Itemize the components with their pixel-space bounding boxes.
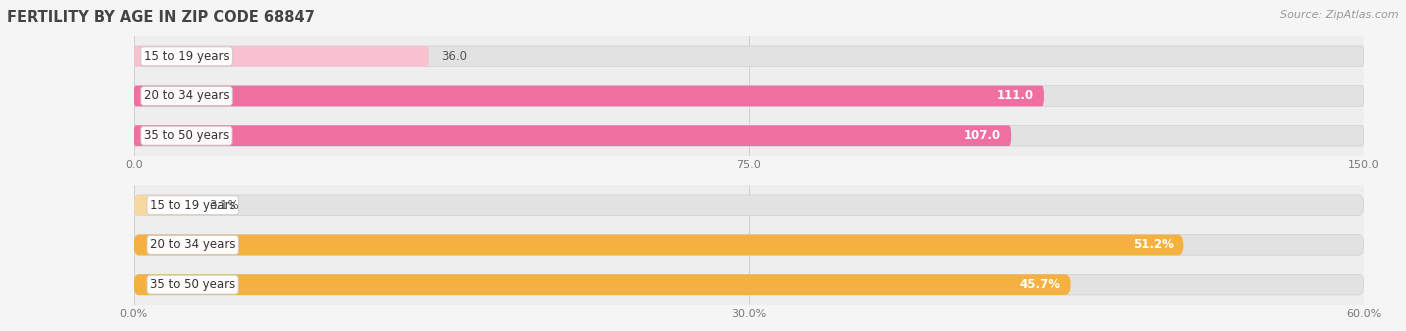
FancyBboxPatch shape	[134, 46, 1364, 67]
FancyBboxPatch shape	[134, 235, 1364, 255]
Text: Source: ZipAtlas.com: Source: ZipAtlas.com	[1281, 10, 1399, 20]
Text: 45.7%: 45.7%	[1019, 278, 1060, 291]
Text: 3.1%: 3.1%	[209, 199, 239, 212]
FancyBboxPatch shape	[134, 125, 1364, 146]
FancyBboxPatch shape	[134, 195, 1364, 215]
FancyBboxPatch shape	[134, 274, 1364, 295]
Text: 35 to 50 years: 35 to 50 years	[150, 278, 235, 291]
Text: 15 to 19 years: 15 to 19 years	[143, 50, 229, 63]
Text: 51.2%: 51.2%	[1133, 238, 1174, 252]
FancyBboxPatch shape	[134, 235, 1184, 255]
FancyBboxPatch shape	[134, 86, 1364, 106]
Text: 35 to 50 years: 35 to 50 years	[143, 129, 229, 142]
FancyBboxPatch shape	[134, 195, 197, 215]
Text: 111.0: 111.0	[997, 89, 1035, 103]
Text: 20 to 34 years: 20 to 34 years	[143, 89, 229, 103]
Text: 20 to 34 years: 20 to 34 years	[150, 238, 235, 252]
FancyBboxPatch shape	[134, 274, 1070, 295]
FancyBboxPatch shape	[134, 125, 1011, 146]
Text: 15 to 19 years: 15 to 19 years	[150, 199, 236, 212]
Text: 107.0: 107.0	[965, 129, 1001, 142]
Text: FERTILITY BY AGE IN ZIP CODE 68847: FERTILITY BY AGE IN ZIP CODE 68847	[7, 10, 315, 25]
Text: 36.0: 36.0	[441, 50, 467, 63]
FancyBboxPatch shape	[134, 86, 1045, 106]
FancyBboxPatch shape	[134, 46, 429, 67]
